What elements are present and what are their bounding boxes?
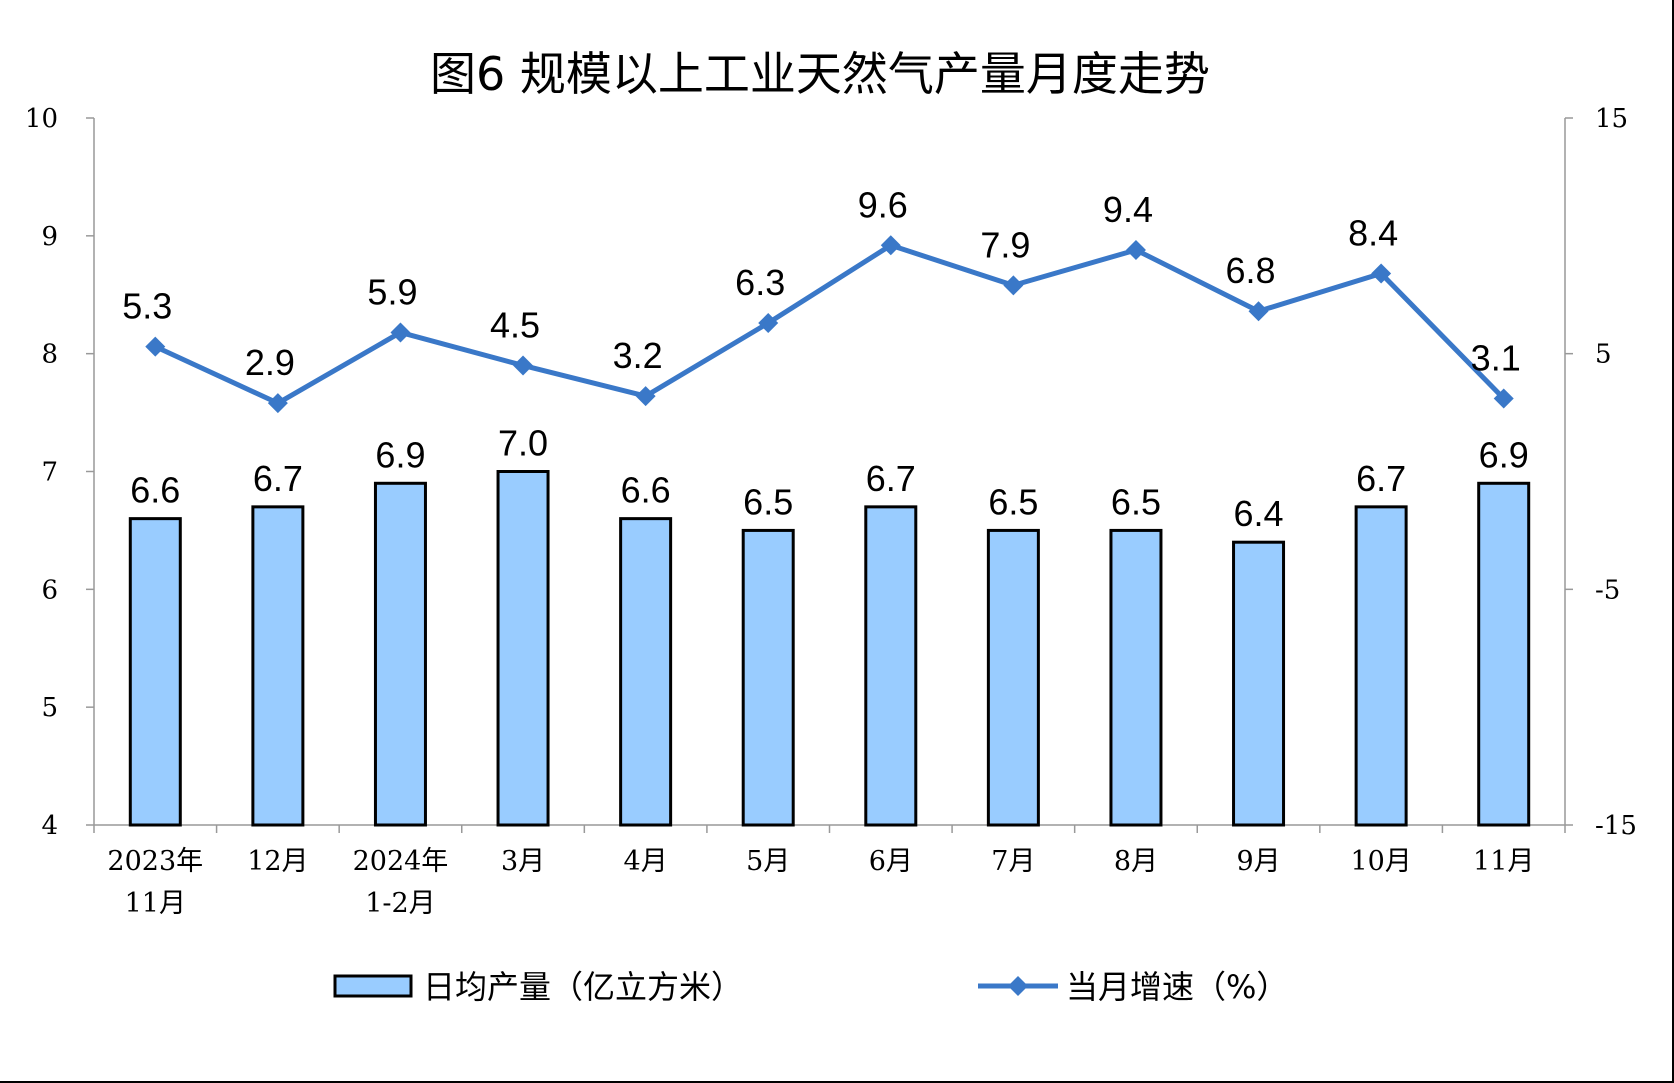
- x-category-label: 12月: [247, 846, 308, 877]
- bar-value-label: 6.7: [1356, 458, 1406, 499]
- line-point-diamond: [513, 355, 534, 376]
- x-category-label: 11月: [1473, 846, 1534, 877]
- line-value-label: 9.4: [1103, 189, 1153, 230]
- legend-label-bar: 日均产量（亿立方米）: [423, 968, 743, 1006]
- x-category-label: 11月: [125, 888, 186, 919]
- bar: [1232, 540, 1286, 827]
- legend-swatch-bar: [333, 974, 413, 998]
- bar-value-label: 6.6: [130, 470, 180, 511]
- line-point-diamond: [145, 336, 166, 357]
- x-category-label: 5月: [746, 846, 790, 877]
- bar: [986, 528, 1040, 827]
- bar-value-label: 6.5: [988, 481, 1038, 522]
- legend: 日均产量（亿立方米） 当月增速（%）: [333, 968, 1288, 1006]
- bar: [864, 505, 918, 827]
- axes: 4 5 6 7 8 9 10 -15 -5 5 15 2023年 11月 12月 2024年 1-2月 3月 4月…: [25, 104, 1637, 919]
- line-value-label: 5.3: [122, 286, 172, 327]
- bar: [1354, 505, 1408, 827]
- line-series: [145, 235, 1514, 414]
- line-point-diamond: [267, 393, 288, 414]
- line-point-diamond: [635, 386, 656, 407]
- bar-value-label: 6.5: [743, 481, 793, 522]
- x-category-label: 4月: [624, 846, 668, 877]
- line-point-diamond: [880, 235, 901, 256]
- y-right-tick-label: 5: [1595, 340, 1612, 370]
- line-value-label: 5.9: [367, 271, 417, 312]
- bar: [1477, 481, 1531, 827]
- bar-value-label: 6.6: [621, 470, 671, 511]
- line-value-label: 8.4: [1348, 213, 1398, 254]
- data-labels: 6.6 6.7 6.9 7.0 6.6 6.5 6.7 6.5 6.5 6.4 6.7 6.9 5.3 2…: [122, 184, 1528, 534]
- bar: [496, 470, 550, 827]
- line-value-label: 6.3: [735, 262, 785, 303]
- line-point-diamond: [1003, 275, 1024, 296]
- y-left-tick-label: 10: [25, 104, 58, 134]
- bar-value-label: 6.4: [1234, 493, 1284, 534]
- bar-value-label: 6.9: [1479, 434, 1529, 475]
- x-category-label: 9月: [1236, 846, 1280, 877]
- line-point-diamond: [1493, 388, 1514, 409]
- x-category-label: 1-2月: [365, 888, 435, 919]
- bar: [1109, 528, 1163, 827]
- bar-value-label: 7.0: [498, 423, 548, 464]
- legend-label-line: 当月增速（%）: [1066, 968, 1288, 1006]
- y-left-tick-label: 5: [41, 693, 58, 723]
- bar: [619, 517, 673, 827]
- bar-value-label: 6.9: [375, 434, 425, 475]
- x-category-label: 2023年: [107, 846, 203, 877]
- line-value-label: 9.6: [858, 184, 908, 225]
- chart-title: 图6 规模以上工业天然气产量月度走势: [430, 47, 1210, 101]
- y-right-tick-label: -15: [1595, 811, 1637, 841]
- line-value-label: 6.8: [1226, 250, 1276, 291]
- line-value-label: 7.9: [980, 224, 1030, 265]
- line-point-diamond: [1371, 263, 1392, 284]
- x-category-label: 8月: [1114, 846, 1158, 877]
- x-category-label: 3月: [501, 846, 545, 877]
- y-left-tick-label: 9: [41, 222, 58, 252]
- bar: [251, 505, 305, 827]
- growth-line: [154, 242, 1506, 406]
- x-category-label: 2024年: [353, 846, 449, 877]
- x-category-label: 7月: [991, 846, 1035, 877]
- line-point-diamond: [1125, 239, 1146, 260]
- bar: [128, 517, 182, 827]
- line-point-diamond: [758, 313, 779, 334]
- y-left-tick-label: 8: [41, 340, 58, 370]
- y-right-tick-label: 15: [1595, 104, 1628, 134]
- line-value-label: 2.9: [245, 342, 295, 383]
- y-left-tick-label: 7: [41, 458, 58, 488]
- y-left-tick-label: 4: [41, 811, 58, 841]
- bar-value-label: 6.7: [253, 458, 303, 499]
- x-category-label: 6月: [869, 846, 913, 877]
- line-value-label: 4.5: [490, 304, 540, 345]
- line-point-diamond: [390, 322, 411, 343]
- bar: [741, 528, 795, 827]
- x-category-label: 10月: [1350, 846, 1411, 877]
- legend-marker-diamond: [1008, 976, 1028, 996]
- line-value-label: 3.1: [1471, 337, 1521, 378]
- line-point-diamond: [1248, 301, 1269, 322]
- line-value-label: 3.2: [613, 335, 663, 376]
- bar-value-label: 6.7: [866, 458, 916, 499]
- bar-value-label: 6.5: [1111, 481, 1161, 522]
- bar: [373, 481, 427, 827]
- bar-series: [128, 470, 1531, 827]
- y-left-tick-label: 6: [41, 575, 58, 605]
- y-right-tick-label: -5: [1595, 575, 1620, 605]
